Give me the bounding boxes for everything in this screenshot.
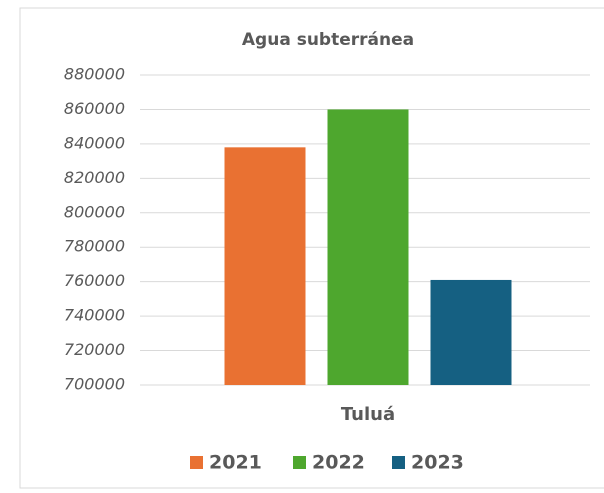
legend-swatch: [190, 456, 203, 469]
chart-title: Agua subterránea: [242, 30, 414, 50]
legend-label: 2023: [411, 452, 464, 474]
y-tick-label: 740000: [64, 306, 125, 325]
bar: [430, 279, 512, 385]
legend-label: 2021: [209, 452, 262, 474]
legend-label: 2022: [312, 452, 365, 474]
y-tick-label: 760000: [64, 271, 125, 290]
y-tick-label: 860000: [64, 99, 125, 118]
bar: [327, 109, 409, 385]
y-tick-label: 880000: [64, 65, 125, 84]
bar: [224, 147, 306, 385]
x-tick-label: Tuluá: [341, 404, 395, 425]
y-tick-label: 820000: [64, 168, 125, 187]
legend-swatch: [392, 456, 405, 469]
y-tick-label: 780000: [64, 237, 125, 256]
chart-frame: [19, 7, 604, 489]
y-tick-label: 700000: [64, 375, 125, 394]
y-tick-label: 800000: [64, 202, 125, 221]
y-tick-label: 840000: [64, 133, 125, 152]
y-tick-label: 720000: [64, 340, 125, 359]
legend-swatch: [293, 456, 306, 469]
